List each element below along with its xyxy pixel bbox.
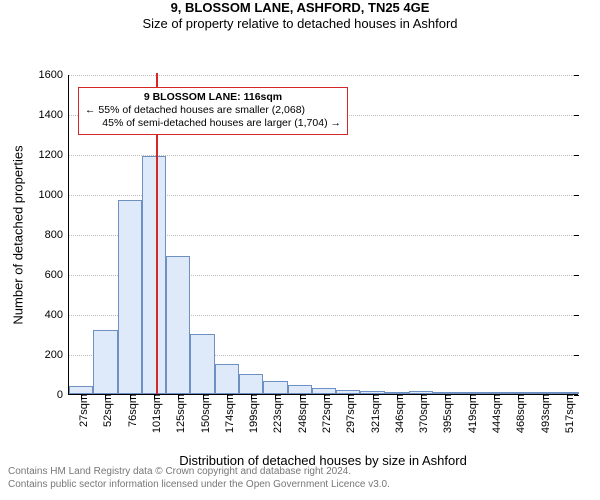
x-tick-label: 517sqm <box>558 394 576 433</box>
x-tick-label: 150sqm <box>194 394 212 433</box>
x-tick-label: 321sqm <box>364 394 382 433</box>
y-tick-mark <box>574 75 579 76</box>
y-tick-label: 1000 <box>39 189 69 201</box>
histogram-bar <box>69 386 93 394</box>
histogram-bar <box>166 256 190 394</box>
annotation-line-1: 9 BLOSSOM LANE: 116sqm <box>85 91 341 104</box>
x-tick-label: 101sqm <box>145 394 163 433</box>
footer-line-2: Contains public sector information licen… <box>8 479 592 492</box>
annotation-line-2: ← 55% of detached houses are smaller (2,… <box>85 104 341 117</box>
x-tick-label: 199sqm <box>242 394 260 433</box>
x-tick-label: 395sqm <box>436 394 454 433</box>
y-tick-label: 1400 <box>39 109 69 121</box>
annotation-line-3: 45% of semi-detached houses are larger (… <box>85 117 341 130</box>
page-title: 9, BLOSSOM LANE, ASHFORD, TN25 4GE <box>0 0 600 16</box>
x-tick-label: 444sqm <box>485 394 503 433</box>
x-tick-label: 125sqm <box>169 394 187 433</box>
y-tick-label: 0 <box>57 389 69 401</box>
annotation-box: 9 BLOSSOM LANE: 116sqm ← 55% of detached… <box>78 87 348 134</box>
histogram-bar <box>118 200 142 394</box>
x-tick-label: 52sqm <box>96 394 114 427</box>
x-tick-label: 493sqm <box>534 394 552 433</box>
x-tick-label: 27sqm <box>72 394 90 427</box>
y-tick-label: 400 <box>45 309 69 321</box>
y-tick-mark <box>574 275 579 276</box>
y-tick-label: 600 <box>45 269 69 281</box>
y-axis-label: Number of detached properties <box>11 146 26 325</box>
x-tick-label: 248sqm <box>291 394 309 433</box>
chart: 0 200 400 600 800 1000 1200 1400 1600 27sqm 52sqm 7… <box>0 31 600 475</box>
y-tick-label: 200 <box>45 349 69 361</box>
x-tick-label: 174sqm <box>218 394 236 433</box>
y-tick-label: 1200 <box>39 149 69 161</box>
histogram-bar <box>142 156 166 394</box>
y-tick-mark <box>574 355 579 356</box>
footer-attribution: Contains HM Land Registry data © Crown c… <box>8 466 592 491</box>
y-tick-mark <box>574 315 579 316</box>
y-tick-mark <box>574 235 579 236</box>
y-tick-mark <box>574 195 579 196</box>
y-tick-mark <box>574 115 579 116</box>
x-tick-label: 297sqm <box>339 394 357 433</box>
histogram-bar <box>93 330 117 394</box>
histogram-bar <box>288 385 312 394</box>
x-tick-label: 468sqm <box>509 394 527 433</box>
x-tick-label: 346sqm <box>388 394 406 433</box>
x-tick-label: 370sqm <box>412 394 430 433</box>
histogram-bar <box>215 364 239 394</box>
gridline <box>69 75 578 76</box>
footer-line-1: Contains HM Land Registry data © Crown c… <box>8 466 592 479</box>
x-tick-label: 223sqm <box>266 394 284 433</box>
histogram-bar <box>239 374 263 394</box>
x-tick-label: 76sqm <box>121 394 139 427</box>
y-tick-label: 800 <box>45 229 69 241</box>
page-subtitle: Size of property relative to detached ho… <box>0 16 600 32</box>
y-tick-mark <box>574 155 579 156</box>
x-tick-label: 272sqm <box>315 394 333 433</box>
x-tick-label: 419sqm <box>461 394 479 433</box>
histogram-bar <box>190 334 214 394</box>
y-tick-label: 1600 <box>39 69 69 81</box>
histogram-bar <box>263 381 287 394</box>
